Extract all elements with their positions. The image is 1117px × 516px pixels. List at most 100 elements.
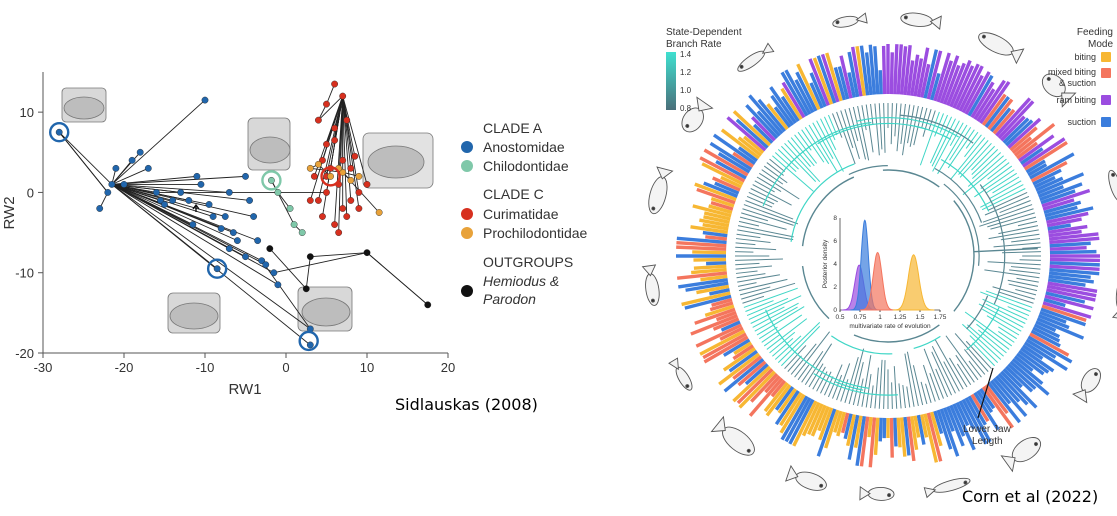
tree-tip <box>978 303 1024 328</box>
inset-y-tick-label: 6 <box>833 238 837 245</box>
feeding-mode-bar <box>973 88 996 121</box>
feeding-mode-bar <box>837 66 850 100</box>
tree-tip <box>993 242 1041 248</box>
tree-tip <box>972 152 1002 179</box>
data-point-curimatidae <box>323 100 330 108</box>
feeding-mode-bar <box>712 133 756 165</box>
feeding-mode-bar <box>752 123 774 144</box>
tree-branch <box>342 96 348 217</box>
feeding-mode-bar <box>709 141 753 171</box>
tree-tip <box>1011 238 1041 243</box>
data-point-curimatidae <box>314 116 322 124</box>
feeding-mode-bar <box>929 72 941 101</box>
feeding-mode-bar <box>748 377 784 417</box>
data-point-curimatidae <box>343 116 351 124</box>
highlight-ring <box>320 166 341 187</box>
data-point-curimatidae <box>306 197 314 204</box>
feeding-mode-bar <box>693 264 727 270</box>
feeding-mode-bar <box>1025 159 1046 174</box>
data-point-anostomidae <box>193 172 201 180</box>
tree-tip <box>949 357 968 388</box>
feeding-mode-bar <box>784 69 812 115</box>
feeding-mode-bar <box>1035 320 1057 333</box>
feeding-mode-bar <box>864 52 873 96</box>
tree-branch <box>111 184 279 286</box>
rate-legend: State-Dependent Branch Rate 1.4 1.2 1.0 … <box>666 27 742 113</box>
feeding-mode-bar <box>913 415 921 438</box>
feeding-mode-bar <box>1048 232 1099 241</box>
tree-branch <box>58 131 113 185</box>
tree-tip <box>902 384 906 409</box>
tree-tip <box>931 351 953 396</box>
feeding-mode-ring <box>676 44 1100 468</box>
data-point-prochilodontidae <box>375 209 383 216</box>
feeding-mode-bar <box>936 409 953 450</box>
tree-tip <box>894 103 898 137</box>
tree-branch <box>271 180 295 225</box>
tree-tip <box>896 103 902 152</box>
feeding-mode-bar <box>690 314 739 336</box>
fish-icon <box>1000 437 1042 473</box>
tree-branch <box>111 183 230 193</box>
feeding-mode-bar <box>702 332 747 360</box>
tree-tip <box>794 331 831 378</box>
feeding-legend-title-1: Feeding <box>1077 27 1113 38</box>
tree-tip <box>923 348 944 399</box>
feeding-mode-bar <box>859 45 870 96</box>
tree-arc <box>762 121 872 207</box>
tree-tip <box>756 306 805 336</box>
tree-tip <box>772 155 814 192</box>
data-point-anostomidae <box>233 237 241 245</box>
feeding-mode-bar <box>967 74 994 117</box>
fish-icon <box>1108 169 1117 202</box>
tree-tip <box>827 364 843 398</box>
data-point-prochilodontidae <box>355 172 363 180</box>
tree-tip <box>852 361 864 406</box>
feeding-mode-bar <box>699 156 746 183</box>
feeding-mode-bar <box>708 204 733 215</box>
feeding-mode-bar <box>1048 229 1082 238</box>
feeding-mode-bar <box>710 200 734 211</box>
feeding-mode-bar <box>899 46 908 95</box>
data-point-curimatidae <box>355 205 363 212</box>
data-point-anostomidae <box>157 197 164 204</box>
feeding-legend-title-2: Mode <box>1088 39 1113 50</box>
tree-tip <box>737 274 781 283</box>
feeding-mode-bar <box>893 417 898 447</box>
tree-branch <box>273 252 368 274</box>
feeding-mode-bar <box>847 414 860 460</box>
tree-tip <box>761 314 803 343</box>
feeding-mode-bar <box>726 116 767 152</box>
tree-branch <box>342 96 348 121</box>
data-point-anostomidae <box>152 189 160 196</box>
feeding-mode-bar <box>816 408 837 457</box>
tree-tip <box>967 155 1004 187</box>
feeding-mode-bar <box>774 386 795 411</box>
data-point-anostomidae <box>217 225 225 232</box>
feeding-mode-bar <box>1002 117 1030 144</box>
tree-arc <box>910 124 952 140</box>
tree-tip <box>919 111 940 166</box>
feeding-mode-bar <box>961 398 988 445</box>
tree-tip <box>984 195 1030 216</box>
fish-icon <box>641 264 660 306</box>
feeding-mode-bar <box>868 417 877 468</box>
feeding-mode-bar <box>676 240 727 248</box>
x-tick-label: 20 <box>441 360 455 375</box>
tree-tip <box>937 124 968 175</box>
tree-tip <box>956 363 972 385</box>
tree-tip <box>902 104 911 156</box>
tree-tip <box>777 321 821 363</box>
feeding-mode-bar <box>958 65 984 112</box>
tree-branch <box>111 183 194 225</box>
feeding-mode-bar <box>992 377 1028 418</box>
data-point-outgroup <box>266 245 274 253</box>
feeding-mode-bar <box>1011 136 1033 155</box>
legend-label-outgroup-1: Hemiodus & <box>483 273 559 289</box>
feeding-mode-bar <box>676 236 727 245</box>
data-point-anostomidae <box>250 213 258 220</box>
feeding-mode-bar <box>699 218 730 228</box>
clade-legend: CLADE A Anostomidae Chilodontidae CLADE … <box>461 120 588 307</box>
density-curve-biting <box>892 254 935 311</box>
feeding-mode-bar <box>770 379 787 398</box>
